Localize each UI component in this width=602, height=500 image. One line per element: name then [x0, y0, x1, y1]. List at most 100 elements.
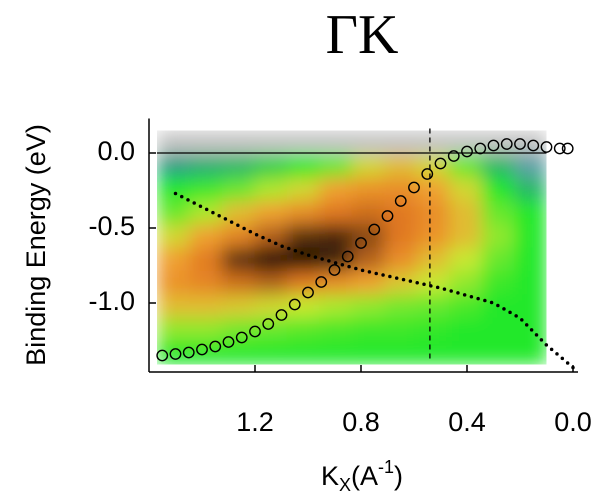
scatter-point — [235, 331, 248, 344]
heatmap-cell — [221, 294, 255, 319]
chart-title: ΓK — [326, 4, 399, 66]
heatmap-cell — [384, 294, 418, 319]
heatmap-cell — [286, 177, 320, 202]
heatmap-cell — [254, 341, 288, 365]
heatmap-cell — [481, 200, 515, 225]
heatmap-cell — [221, 224, 255, 248]
heatmap-cell — [514, 153, 547, 178]
heatmap-cell — [384, 270, 418, 295]
heatmap-cell — [254, 200, 288, 225]
heatmap-cell — [449, 200, 483, 225]
heatmap-cell — [319, 317, 353, 342]
heatmap-cell — [351, 153, 385, 178]
heatmap-cell — [286, 153, 320, 178]
scatter-point — [408, 181, 420, 194]
scatter-point — [461, 145, 473, 158]
scatter-point — [474, 142, 487, 155]
heatmap-cell — [384, 224, 418, 248]
heatmap-cell — [416, 247, 450, 272]
scatter-point — [262, 318, 275, 330]
heatmap-cell — [221, 200, 255, 225]
scatter-point — [209, 340, 222, 353]
scatter-point — [328, 264, 341, 276]
scatter-point — [394, 195, 407, 207]
heatmap-cell — [351, 177, 385, 202]
heatmap-cell — [449, 294, 483, 319]
heatmap-cell — [384, 153, 418, 178]
scatter-point — [341, 250, 354, 263]
heatmap-cell — [514, 177, 547, 202]
heatmap-cell — [416, 224, 450, 248]
heatmap-cell — [156, 177, 190, 202]
x-tick-label: 0.0 — [554, 407, 592, 437]
heatmap-cell — [351, 317, 385, 342]
heatmap-cell — [286, 341, 320, 365]
heatmap-cell — [156, 294, 190, 319]
heatmap-cell — [514, 224, 547, 248]
heatmap-cell — [221, 270, 255, 295]
heatmap-cell — [319, 200, 353, 225]
heatmap-cell — [254, 153, 288, 178]
heatmap-cell — [351, 270, 385, 295]
heatmap-cell — [286, 130, 320, 155]
heatmap-cell — [254, 224, 288, 248]
heatmap-cell — [319, 224, 353, 248]
scatter-point — [156, 349, 169, 362]
heatmap-cell — [221, 341, 255, 365]
heatmap-cell — [449, 247, 483, 272]
heatmap-cell — [416, 341, 450, 365]
heatmap-cell — [254, 177, 288, 202]
heatmap-cell — [286, 317, 320, 342]
heatmap-cell — [449, 177, 483, 202]
heatmap-cell — [156, 200, 190, 225]
heatmap-cell — [286, 294, 320, 319]
heatmap-cell — [514, 200, 547, 225]
scatter-point — [182, 346, 195, 359]
x-axis-label: KX(A-1) — [321, 457, 403, 495]
x-label-close: ) — [394, 461, 403, 491]
scatter-point — [368, 223, 381, 236]
y-tick-label: 0.0 — [97, 136, 135, 166]
heatmap-cell — [416, 153, 450, 178]
heatmap-cell — [449, 317, 483, 342]
heatmap-cell — [514, 341, 547, 365]
heatmap-cell — [254, 247, 288, 272]
heatmap-cell — [449, 341, 483, 365]
scatter-point — [288, 298, 301, 311]
heatmap-cell — [351, 247, 385, 272]
heatmap-cell — [449, 130, 483, 155]
scatter-point — [561, 142, 574, 155]
heatmap-cell — [189, 130, 223, 155]
heatmap-cell — [351, 294, 385, 319]
heatmap-cell — [384, 317, 418, 342]
heatmap-cell — [384, 247, 418, 272]
heatmap-cell — [384, 177, 418, 202]
scatter-point — [302, 286, 314, 299]
x-tick-label: 0.4 — [448, 407, 486, 437]
heatmap-cell — [319, 177, 353, 202]
heatmap-cell — [254, 270, 288, 295]
heatmap-cell — [319, 341, 353, 365]
scatter-point — [527, 139, 540, 152]
heatmap-cell — [481, 317, 515, 342]
heatmap-cell — [351, 224, 385, 248]
heatmap-cell — [221, 247, 255, 272]
x-label-main: K — [321, 461, 339, 491]
scatter-point — [355, 237, 367, 249]
heatmap-cell — [189, 153, 223, 178]
heatmap-cell — [189, 224, 223, 248]
scatter-point — [381, 210, 394, 222]
heatmap-cell — [221, 153, 255, 178]
heatmap-cell — [319, 153, 353, 178]
heatmap-cell — [156, 153, 190, 178]
heatmap-cell — [416, 177, 450, 202]
heatmap-cell — [416, 270, 450, 295]
heatmap-cell — [156, 130, 190, 155]
scatter-point — [275, 309, 288, 321]
heatmap-cell — [189, 270, 223, 295]
x-label-sup: -1 — [378, 457, 394, 477]
heatmap-cell — [254, 294, 288, 319]
heatmap-cell — [156, 270, 190, 295]
heatmap-cell — [221, 177, 255, 202]
heatmap-cell — [221, 130, 255, 155]
